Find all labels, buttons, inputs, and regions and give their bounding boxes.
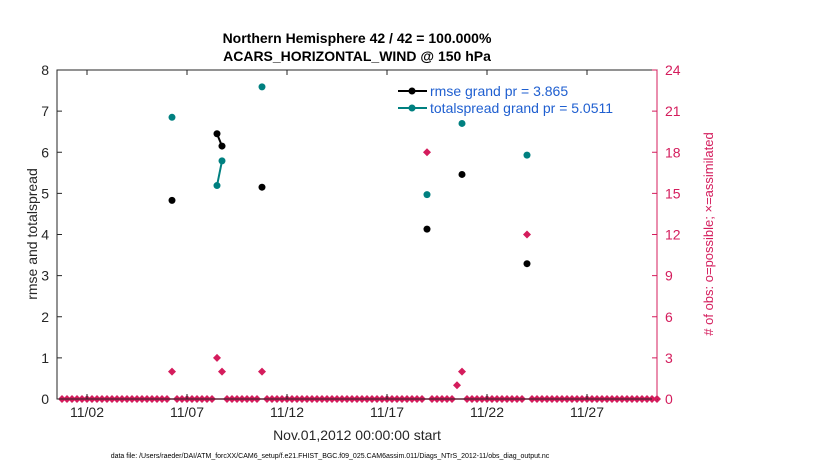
rmse-point [213, 130, 221, 138]
totalspread-point [168, 113, 176, 121]
totalspread-point [218, 157, 226, 165]
y-right-tick-label: 12 [665, 227, 681, 243]
y-right-tick-label: 6 [665, 309, 673, 325]
y-left-tick-label: 5 [41, 185, 49, 201]
obs-count-marker [458, 367, 466, 376]
legend-rmse-marker [408, 87, 416, 95]
x-axis: 11/02 11/07 11/12 11/17 11/22 11/27 [70, 70, 604, 420]
x-tick-label: 11/07 [170, 404, 204, 420]
y-axis-left-label: rmse and totalspread [24, 168, 40, 300]
left-y-axis: 0 1 2 3 4 5 6 7 8 [41, 62, 62, 407]
obs-count-marker [213, 353, 221, 362]
obs-count-marker [168, 367, 176, 376]
y-left-tick-label: 7 [41, 103, 49, 119]
y-axis-right-label: # of obs: o=possible; ×=assimilated [701, 132, 716, 335]
y-left-tick-label: 3 [41, 268, 49, 284]
y-left-tick-label: 0 [41, 391, 49, 407]
x-axis-label: Nov.01,2012 00:00:00 start [273, 427, 441, 443]
y-right-tick-label: 21 [665, 103, 681, 119]
chart-title-line2: ACARS_HORIZONTAL_WIND @ 150 hPa [223, 48, 491, 64]
legend: rmse grand pr = 3.865 totalspread grand … [398, 83, 613, 116]
chart-title-line1: Northern Hemisphere 42 / 42 = 100.000% [223, 30, 492, 46]
rmse-point [458, 170, 466, 178]
plot-frame [56, 69, 658, 400]
y-left-tick-label: 4 [41, 227, 49, 243]
x-tick-label: 11/02 [70, 404, 104, 420]
data-file-footer: data file: /Users/raeder/DAI/ATM_forcXX/… [111, 453, 550, 460]
totalspread-point [523, 151, 531, 159]
y-left-tick-label: 1 [41, 350, 49, 366]
rmse-point [258, 183, 266, 191]
legend-spread-label: totalspread grand pr = 5.0511 [430, 100, 613, 116]
y-left-tick-label: 6 [41, 144, 49, 160]
y-right-tick-label: 3 [665, 350, 673, 366]
totalspread-point [423, 191, 431, 199]
x-tick-label: 11/17 [370, 404, 404, 420]
rmse-point [423, 225, 431, 233]
y-right-tick-label: 15 [665, 185, 681, 201]
y-left-tick-label: 8 [41, 62, 49, 78]
obs-count-marker [258, 367, 266, 376]
legend-spread-marker [408, 104, 416, 112]
totalspread-line [216, 160, 223, 186]
y-right-tick-label: 0 [665, 391, 673, 407]
rmse-point [168, 196, 176, 204]
totalspread-point [213, 182, 221, 190]
y-right-tick-label: 9 [665, 268, 673, 284]
obs-count-marker [453, 381, 461, 390]
right-y-axis: 0 3 6 9 12 15 18 21 24 [652, 62, 681, 407]
data-series [168, 83, 531, 268]
x-tick-label: 11/27 [570, 404, 604, 420]
x-tick-label: 11/22 [470, 404, 504, 420]
obs-count-marker [523, 230, 531, 239]
totalspread-point [258, 83, 266, 91]
y-right-tick-label: 18 [665, 144, 681, 160]
obs-count-marker [218, 367, 226, 376]
y-right-tick-label: 24 [665, 62, 681, 78]
rmse-point [218, 142, 226, 150]
y-left-tick-label: 2 [41, 309, 49, 325]
legend-rmse-label: rmse grand pr = 3.865 [430, 83, 568, 99]
x-tick-label: 11/12 [270, 404, 304, 420]
obs-count-series [58, 148, 661, 403]
totalspread-point [458, 119, 466, 127]
obs-count-marker [423, 148, 431, 157]
rmse-point [523, 260, 531, 268]
